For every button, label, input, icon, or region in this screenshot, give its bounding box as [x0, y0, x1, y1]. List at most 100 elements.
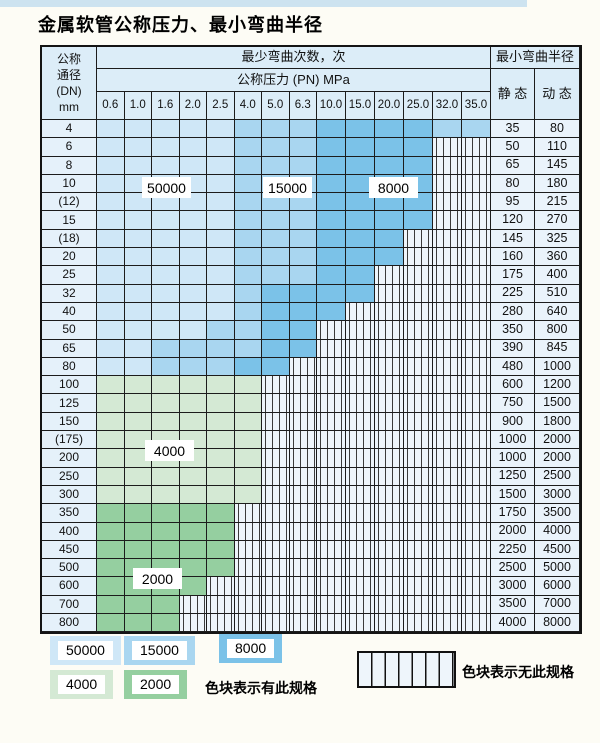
- spec-available-cell: [152, 467, 180, 486]
- static-value-cell: 225: [491, 284, 535, 303]
- spec-available-cell: [179, 120, 207, 139]
- static-value-cell: 390: [491, 339, 535, 358]
- pressure-col-header: 10.0: [317, 92, 346, 120]
- spec-available-cell: [207, 467, 235, 486]
- pressure-col-header: 20.0: [375, 92, 404, 120]
- no-spec-cell: [346, 376, 375, 395]
- spec-available-cell: [207, 120, 235, 139]
- pressure-col-header: 35.0: [462, 92, 491, 120]
- spec-available-cell: [124, 339, 152, 358]
- spec-available-cell: [207, 284, 235, 303]
- spec-available-cell: [124, 614, 152, 633]
- legend-swatch-15000: 15000: [124, 636, 195, 665]
- no-spec-cell: [289, 522, 317, 541]
- spec-available-cell: [234, 467, 262, 486]
- spec-available-cell: [124, 357, 152, 377]
- dn-cell: 700: [42, 595, 97, 615]
- spec-available-cell: [124, 229, 152, 249]
- dn-cell: 350: [42, 504, 97, 523]
- no-spec-cell: [462, 577, 491, 596]
- legend-swatch-50000-label: 50000: [58, 641, 113, 660]
- spec-available-cell: [97, 357, 125, 377]
- no-spec-cell: [375, 321, 404, 340]
- spec-available-cell: [124, 595, 152, 615]
- static-value-cell: 3000: [491, 577, 535, 596]
- no-spec-cell: [404, 302, 433, 322]
- dn-cell: 4: [42, 120, 97, 139]
- no-spec-cell: [404, 595, 433, 615]
- spec-available-cell: [234, 394, 262, 413]
- static-value-cell: 1000: [491, 449, 535, 468]
- spec-available-cell: [124, 485, 152, 505]
- dynamic-value-cell: 110: [535, 138, 580, 157]
- spec-available-cell: [97, 504, 125, 523]
- dn-cell: (12): [42, 193, 97, 212]
- dn-cell: 15: [42, 211, 97, 230]
- static-value-cell: 50: [491, 138, 535, 157]
- spec-available-cell: [152, 412, 180, 432]
- bend-cycles-header: 最少弯曲次数，次: [97, 47, 491, 69]
- no-spec-cell: [179, 614, 207, 633]
- spec-available-cell: [179, 522, 207, 541]
- spec-available-cell: [404, 138, 433, 157]
- overlay-label-2000: 2000: [133, 568, 182, 589]
- dynamic-value-cell: 2000: [535, 431, 580, 450]
- spec-available-cell: [289, 339, 317, 358]
- no-spec-cell: [346, 595, 375, 615]
- no-spec-cell: [433, 504, 462, 523]
- spec-available-cell: [289, 321, 317, 340]
- no-spec-cell: [404, 559, 433, 578]
- dynamic-value-cell: 1000: [535, 357, 580, 377]
- no-spec-cell: [346, 614, 375, 633]
- spec-available-cell: [317, 120, 346, 139]
- spec-available-cell: [152, 211, 180, 230]
- no-spec-cell: [462, 431, 491, 450]
- spec-available-cell: [152, 376, 180, 395]
- spec-available-cell: [346, 156, 375, 175]
- spec-available-cell: [262, 211, 290, 230]
- dn-cell: 65: [42, 339, 97, 358]
- spec-available-cell: [179, 138, 207, 157]
- no-spec-cell: [346, 522, 375, 541]
- dynamic-value-cell: 6000: [535, 577, 580, 596]
- no-spec-cell: [289, 431, 317, 450]
- legend-swatch-50000: 50000: [50, 636, 121, 665]
- spec-available-cell: [124, 248, 152, 267]
- no-spec-cell: [346, 449, 375, 468]
- no-spec-cell: [289, 595, 317, 615]
- static-value-cell: 1000: [491, 431, 535, 450]
- spec-available-cell: [317, 174, 346, 194]
- dn-cell: (175): [42, 431, 97, 450]
- dn-cell: 10: [42, 174, 97, 194]
- no-spec-cell: [462, 595, 491, 615]
- no-spec-cell: [262, 376, 290, 395]
- no-spec-cell: [346, 540, 375, 560]
- no-spec-cell: [375, 394, 404, 413]
- spec-available-cell: [207, 193, 235, 212]
- spec-available-cell: [124, 284, 152, 303]
- spec-available-cell: [97, 614, 125, 633]
- overlay-label-4000: 4000: [145, 440, 194, 461]
- no-spec-cell: [289, 504, 317, 523]
- spec-available-cell: [317, 248, 346, 267]
- spec-available-cell: [234, 449, 262, 468]
- dn-cell: 6: [42, 138, 97, 157]
- no-spec-cell: [289, 376, 317, 395]
- spec-available-cell: [179, 376, 207, 395]
- spec-available-cell: [289, 248, 317, 267]
- static-value-cell: 160: [491, 248, 535, 267]
- spec-available-cell: [97, 449, 125, 468]
- spec-available-cell: [234, 357, 262, 377]
- spec-available-cell: [207, 485, 235, 505]
- no-spec-cell: [262, 412, 290, 432]
- static-value-cell: 145: [491, 229, 535, 249]
- no-spec-cell: [433, 577, 462, 596]
- no-spec-cell: [433, 449, 462, 468]
- spec-available-cell: [97, 412, 125, 432]
- spec-available-cell: [207, 504, 235, 523]
- no-spec-cell: [462, 174, 491, 194]
- dynamic-value-cell: 360: [535, 248, 580, 267]
- no-spec-cell: [289, 485, 317, 505]
- legend-swatch-8000: 8000: [219, 634, 283, 663]
- spec-available-cell: [152, 229, 180, 249]
